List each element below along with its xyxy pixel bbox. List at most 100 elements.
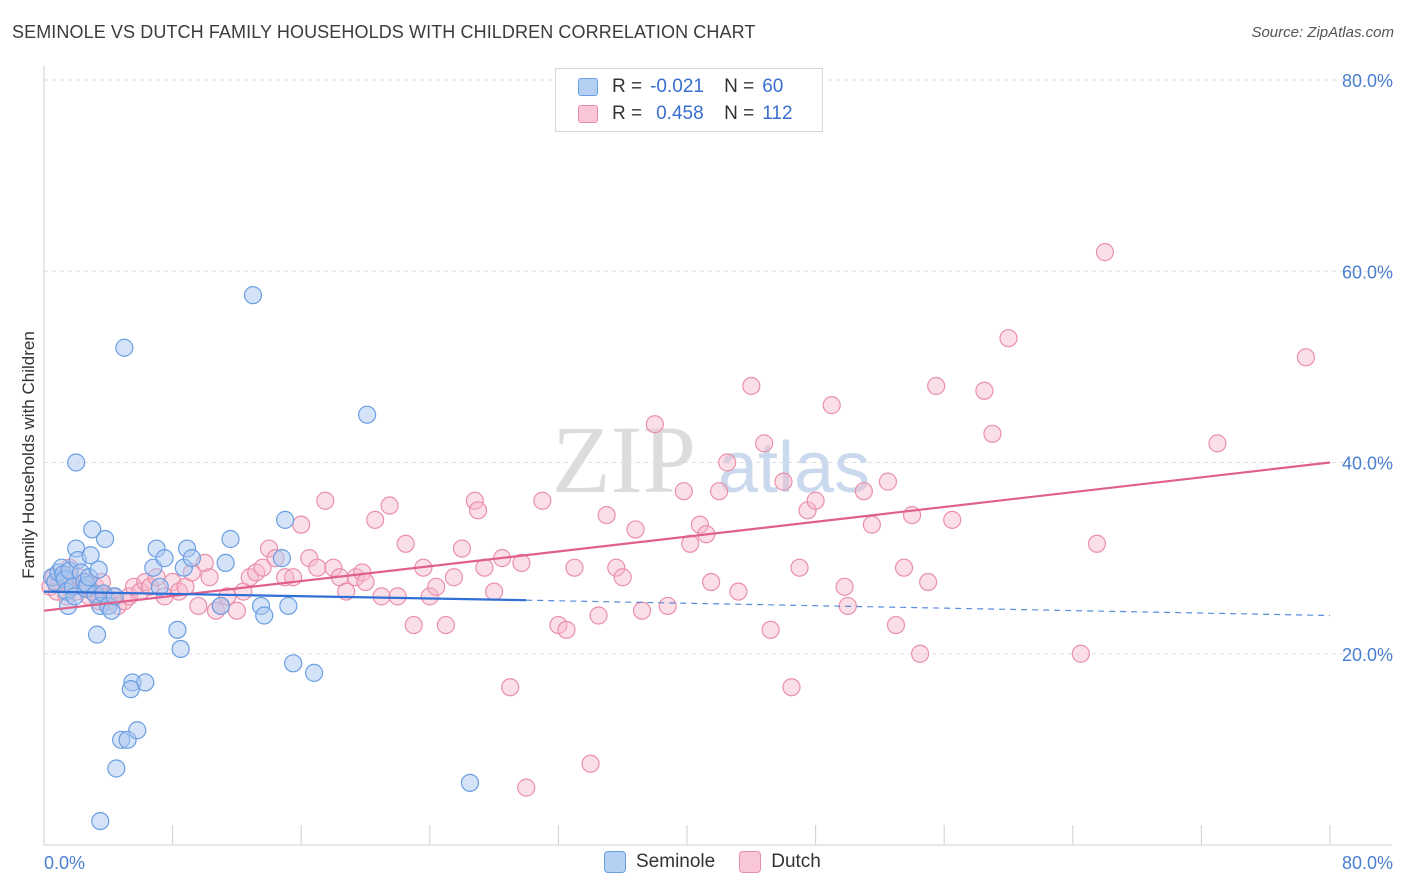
- n-label: N =: [724, 103, 755, 124]
- dutch-point: [404, 615, 423, 635]
- seminole-point: [272, 549, 292, 568]
- dutch-point: [674, 482, 693, 501]
- dutch-point: [886, 615, 906, 635]
- watermark-zip: ZIP: [552, 406, 696, 513]
- axes: [43, 66, 1392, 846]
- legend-item-dutch[interactable]: Dutch: [739, 851, 821, 873]
- chart-title: SEMINOLE VS DUTCH FAMILY HOUSEHOLDS WITH…: [12, 22, 756, 42]
- seminole-point: [91, 811, 110, 831]
- seminole-point: [89, 560, 108, 579]
- dutch-point: [927, 376, 946, 396]
- legend-row-dutch: R = 0.458 N = 112: [578, 101, 793, 127]
- dutch-point: [436, 615, 455, 635]
- dutch-point: [565, 558, 584, 577]
- seminole-point: [168, 620, 187, 639]
- dutch-point: [485, 582, 504, 601]
- dutch-point: [690, 515, 709, 534]
- legend-label-dutch: Dutch: [771, 851, 821, 872]
- seminole-point: [155, 549, 174, 568]
- seminole-point: [128, 721, 147, 740]
- dutch-point: [366, 510, 385, 529]
- dutch-point: [1296, 348, 1315, 367]
- seminole-point: [243, 286, 263, 305]
- y-axis-label: Family Households with Children: [19, 331, 38, 579]
- dutch-point: [806, 491, 825, 510]
- dutch-point: [533, 491, 552, 510]
- dutch-point: [718, 453, 737, 472]
- dutch-point: [862, 515, 881, 534]
- dutch-points: [41, 243, 1315, 797]
- dutch-point: [444, 568, 464, 587]
- dutch-trend-line: [43, 461, 1331, 612]
- dutch-point: [1095, 243, 1115, 262]
- dutch-point: [626, 520, 645, 539]
- n-value: 112: [762, 103, 793, 124]
- dutch-point: [710, 482, 729, 501]
- seminole-points: [42, 286, 480, 831]
- dutch-point: [910, 644, 930, 663]
- dutch-point: [380, 496, 399, 515]
- dutch-swatch: [578, 105, 598, 123]
- seminole-point: [87, 625, 107, 644]
- dutch-point: [253, 558, 272, 577]
- seminole-point: [211, 596, 230, 616]
- dutch-point: [372, 587, 391, 606]
- dutch-point: [427, 577, 446, 596]
- n-label: N =: [724, 76, 755, 97]
- dutch-point: [316, 491, 335, 510]
- r-value: -0.021: [650, 76, 704, 97]
- dutch-point: [854, 482, 873, 501]
- seminole-point: [150, 577, 169, 596]
- y-tick-label: 60.0%: [1342, 262, 1393, 282]
- dutch-point: [943, 510, 962, 529]
- legend-row-seminole: R = -0.021 N = 60: [578, 74, 783, 100]
- seminole-point: [121, 680, 140, 699]
- seminole-point: [276, 510, 295, 529]
- dutch-point: [292, 515, 311, 534]
- seminole-point: [83, 520, 102, 539]
- series-legend: Seminole Dutch: [604, 851, 845, 873]
- seminole-point: [255, 606, 274, 625]
- dutch-point: [189, 596, 208, 616]
- seminole-point: [304, 663, 324, 682]
- dutch-point: [1071, 644, 1090, 663]
- seminole-point: [171, 639, 190, 659]
- dutch-point: [324, 558, 343, 577]
- dutch-point: [894, 558, 914, 577]
- legend-item-seminole[interactable]: Seminole: [604, 851, 715, 873]
- x-tick-label: 80.0%: [1342, 853, 1393, 873]
- dutch-point: [742, 376, 761, 396]
- dutch-point: [581, 754, 600, 773]
- dutch-point: [761, 620, 780, 639]
- dutch-point: [702, 572, 721, 592]
- grid: [44, 79, 1392, 655]
- seminole-point: [216, 553, 235, 573]
- dutch-point: [755, 434, 774, 453]
- seminole-point: [284, 654, 303, 673]
- legend-label-seminole: Seminole: [636, 851, 716, 872]
- r-label: R =: [612, 76, 643, 97]
- seminole-point: [358, 405, 377, 424]
- dutch-point: [227, 601, 246, 620]
- dutch-point: [835, 577, 854, 596]
- seminole-point: [182, 549, 201, 568]
- dutch-point: [975, 381, 994, 400]
- dutch-point: [200, 568, 219, 587]
- watermark-atlas: atlas: [718, 428, 870, 508]
- dutch-point: [983, 424, 1002, 443]
- dutch-point: [878, 472, 898, 491]
- dutch-point: [259, 539, 279, 558]
- dutch-swatch: [739, 851, 762, 873]
- y-tick-label: 80.0%: [1342, 71, 1393, 91]
- seminole-swatch: [604, 851, 626, 873]
- correlation-legend: R = -0.021 N = 60 R = 0.458 N = 112: [555, 68, 823, 132]
- seminole-point: [81, 546, 100, 565]
- seminole-point: [107, 759, 126, 778]
- dutch-point: [308, 558, 327, 577]
- dutch-point: [729, 582, 748, 601]
- dutch-point: [512, 553, 531, 573]
- trend-lines: [43, 461, 1331, 617]
- dutch-point: [501, 678, 520, 697]
- r-value: 0.458: [656, 103, 704, 124]
- seminole-trend-extension: [526, 599, 1331, 617]
